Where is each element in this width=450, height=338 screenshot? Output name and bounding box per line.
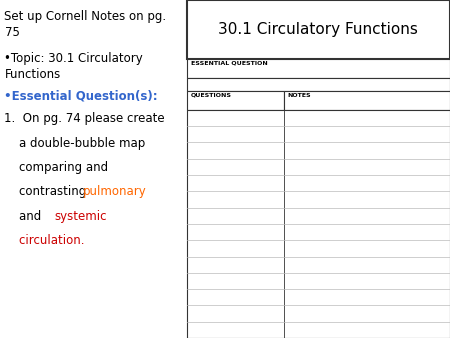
- Text: ESSENTIAL QUESTION: ESSENTIAL QUESTION: [191, 61, 268, 66]
- Text: •Topic: 30.1 Circulatory
Functions: •Topic: 30.1 Circulatory Functions: [4, 52, 143, 81]
- Text: and: and: [4, 210, 45, 222]
- Text: Set up Cornell Notes on pg.
75: Set up Cornell Notes on pg. 75: [4, 10, 166, 39]
- Text: 30.1 Circulatory Functions: 30.1 Circulatory Functions: [218, 22, 418, 37]
- Text: a double-bubble map: a double-bubble map: [4, 137, 146, 149]
- Text: circulation.: circulation.: [4, 234, 85, 247]
- Bar: [187, 78, 450, 91]
- Text: pulmonary: pulmonary: [83, 185, 147, 198]
- Bar: [187, 0, 450, 59]
- Text: contrasting: contrasting: [4, 185, 90, 198]
- Text: NOTES: NOTES: [288, 93, 311, 98]
- Bar: [187, 110, 450, 338]
- Text: •Essential Question(s):: •Essential Question(s):: [4, 90, 158, 102]
- Text: 1.  On pg. 74 please create: 1. On pg. 74 please create: [4, 112, 165, 125]
- Text: comparing and: comparing and: [4, 161, 108, 174]
- Bar: [284, 91, 450, 110]
- Bar: [187, 59, 450, 78]
- Bar: [187, 91, 284, 110]
- Text: systemic: systemic: [54, 210, 107, 222]
- Text: QUESTIONS: QUESTIONS: [190, 93, 231, 98]
